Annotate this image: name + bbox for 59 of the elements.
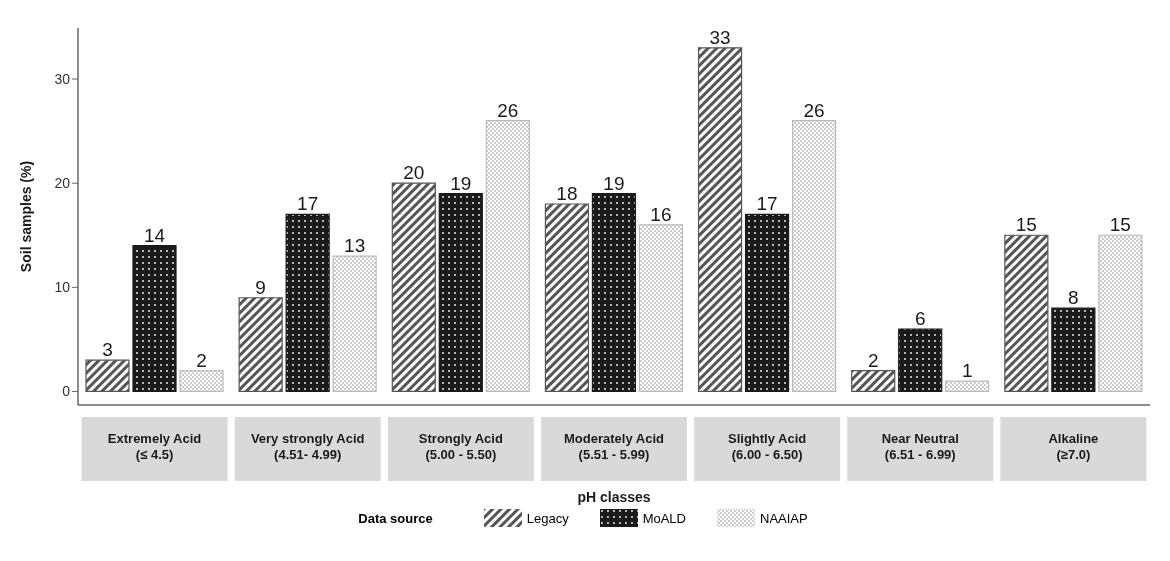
- bar: [238, 297, 283, 393]
- data-label: 19: [450, 172, 472, 194]
- bar: [179, 370, 224, 393]
- data-label: 14: [143, 224, 166, 246]
- bar: [791, 120, 837, 393]
- data-label: 16: [650, 203, 672, 225]
- bar: [898, 328, 943, 393]
- data-label: 20: [403, 162, 425, 184]
- y-tick-label: 0: [62, 383, 71, 400]
- y-tick-label: 30: [54, 71, 71, 87]
- bar: [591, 192, 637, 393]
- bar: [391, 182, 436, 393]
- data-label: 13: [344, 235, 366, 257]
- legend-label: Legacy: [526, 510, 569, 526]
- bar: [438, 192, 483, 393]
- data-label: 9: [255, 276, 266, 298]
- legend-label: NAAIAP: [760, 510, 808, 526]
- data-label: 26: [497, 99, 519, 121]
- bar: [945, 380, 990, 393]
- y-axis-title: Soil samples (%): [17, 160, 34, 273]
- data-label: 17: [297, 193, 319, 215]
- data-label: 2: [196, 349, 207, 371]
- bar: [638, 224, 684, 393]
- bar: [1004, 234, 1049, 393]
- bar: [851, 370, 896, 393]
- bar: [332, 255, 377, 393]
- data-label: 2: [867, 349, 879, 371]
- bar: [744, 213, 790, 393]
- data-label: 26: [803, 99, 825, 121]
- bar: [485, 120, 530, 393]
- bar: [1098, 234, 1143, 393]
- bar: [85, 359, 130, 393]
- data-label: 15: [1109, 214, 1131, 236]
- data-label: 19: [603, 172, 625, 194]
- data-label: 1: [961, 360, 973, 382]
- x-tick-label: Alkaline (≥7.0): [1048, 431, 1099, 462]
- y-tick-label: 20: [54, 175, 71, 192]
- legend-label: MoALD: [642, 510, 686, 526]
- data-label: 18: [556, 183, 578, 204]
- legend-title: Data source: [358, 510, 433, 526]
- y-tick-label: 10: [54, 279, 71, 296]
- x-tick-label: Extremely Acid (≤ 4.5): [107, 431, 202, 462]
- bar: [285, 213, 330, 393]
- data-label: 8: [1068, 287, 1079, 309]
- x-tick-label: Strongly Acid (5.00 - 5.50): [418, 431, 503, 462]
- bar: [132, 245, 177, 393]
- x-axis-title: pH classes: [577, 489, 651, 505]
- bar: [544, 203, 590, 393]
- data-label: 15: [1015, 214, 1037, 236]
- data-label: 17: [756, 193, 778, 215]
- x-tick-label: Slightly Acid (6.00 - 6.50): [728, 431, 807, 462]
- data-label: 33: [709, 26, 731, 48]
- bar: [1051, 307, 1096, 393]
- x-tick-label: Near Neutral (6.51 - 6.99): [881, 431, 959, 462]
- data-label: 3: [102, 339, 113, 361]
- x-tick-label: Very strongly Acid (4.51- 4.99): [250, 431, 365, 462]
- x-tick-label: Moderately Acid (5.51 - 5.99): [564, 431, 665, 462]
- bar: [697, 47, 743, 393]
- data-label: 6: [914, 307, 926, 329]
